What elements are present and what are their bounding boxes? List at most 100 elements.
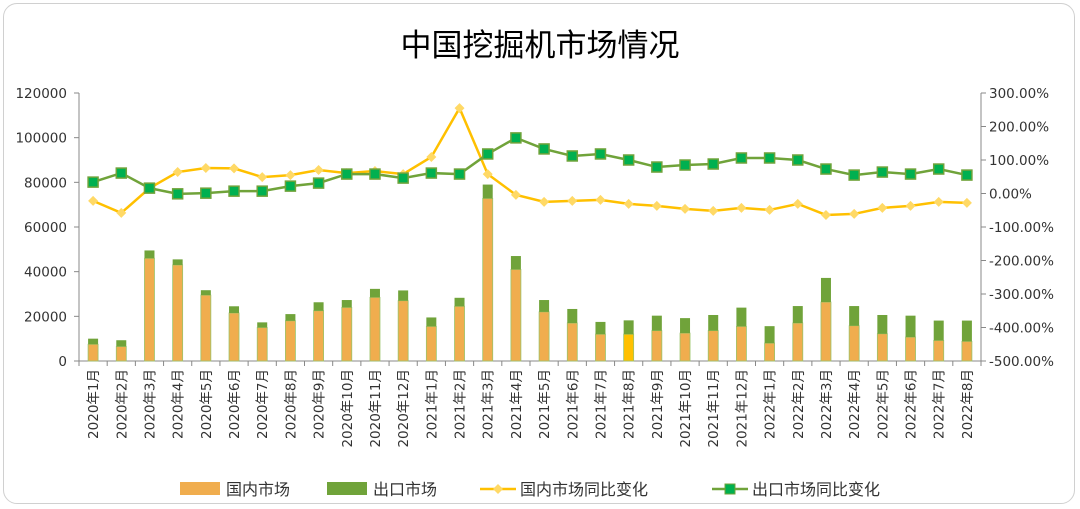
bar-export [623, 320, 634, 335]
x-tick-label: 2022年3月 [819, 369, 835, 439]
bar-domestic [595, 333, 606, 362]
bar-domestic [510, 269, 522, 362]
x-tick-label: 2020年3月 [142, 369, 158, 439]
bar-export [933, 320, 944, 341]
domestic-yoy-point [539, 196, 550, 207]
x-tick-label: 2021年8月 [622, 369, 638, 439]
domestic-yoy-point [680, 203, 691, 214]
x-tick-label: 2020年8月 [283, 369, 299, 439]
x-tick-label: 2020年2月 [114, 369, 130, 439]
right-tick-label: 200.00% [989, 120, 1049, 136]
domestic-yoy-point [651, 200, 662, 211]
domestic-yoy-point [172, 167, 183, 178]
export-yoy-point [115, 167, 128, 179]
domestic-yoy-point [257, 172, 268, 183]
bar-export [510, 256, 521, 270]
x-tick-label: 2020年11月 [368, 369, 384, 448]
x-tick-label: 2021年5月 [537, 369, 553, 439]
export-yoy-point [904, 168, 917, 180]
domestic-yoy-point [426, 151, 437, 162]
domestic-yoy-point [313, 165, 324, 176]
bar-export [651, 315, 662, 331]
bar-domestic [820, 301, 832, 362]
bar-export [849, 306, 860, 326]
left-tick-label: 120000 [15, 86, 67, 102]
bar-export [567, 308, 578, 324]
bar-domestic [566, 322, 578, 362]
left-tick-label: 40000 [24, 265, 67, 281]
x-tick-label: 2022年4月 [847, 369, 863, 439]
bar-domestic [454, 305, 465, 362]
left-tick-label: 20000 [24, 309, 67, 325]
domestic-yoy-point [88, 195, 99, 206]
export-yoy-point [200, 187, 212, 199]
x-tick-label: 2021年7月 [593, 369, 609, 439]
bar-export [736, 307, 747, 327]
export-yoy-point [228, 185, 240, 197]
legend-marker-diamond [493, 484, 503, 494]
bar-domestic [256, 327, 268, 362]
bar-export [877, 314, 888, 334]
right-tick-label: -400.00% [989, 321, 1054, 337]
x-tick-label: 2020年5月 [199, 369, 215, 439]
legend-label: 国内市场 [226, 480, 290, 499]
export-yoy-point [312, 177, 325, 189]
right-tick-label: -500.00% [989, 354, 1054, 370]
bar-domestic [285, 320, 296, 362]
bar-export [595, 321, 606, 335]
bar-domestic [87, 343, 99, 362]
right-tick-label: -200.00% [989, 254, 1054, 270]
bar-export [200, 290, 211, 296]
bar-domestic [848, 325, 860, 362]
domestic-yoy-point [849, 208, 860, 219]
export-yoy-point [256, 185, 268, 197]
domestic-yoy-point [510, 189, 521, 200]
legend-label: 出口市场同比变化 [752, 480, 880, 499]
domestic-yoy-point [736, 202, 747, 213]
bar-domestic [538, 311, 550, 362]
x-tick-label: 2022年7月 [932, 369, 948, 439]
bar-export [764, 326, 775, 344]
right-tick-label: 0.00% [989, 187, 1032, 203]
bar-export [708, 314, 719, 331]
x-tick-label: 2021年11月 [706, 369, 722, 448]
export-yoy-line [92, 136, 968, 196]
export-yoy-point [481, 148, 494, 160]
x-tick-label: 2020年1月 [86, 369, 102, 439]
export-yoy-point [341, 168, 353, 180]
bar-domestic [905, 336, 916, 362]
export-yoy-point [679, 159, 691, 171]
legend-swatch-0 [180, 482, 220, 495]
bar-export [172, 259, 183, 265]
x-tick-label: 2022年6月 [904, 369, 920, 439]
export-yoy-point [510, 132, 522, 144]
x-tick-label: 2020年7月 [255, 369, 271, 439]
export-yoy-point [848, 169, 860, 181]
export-yoy-point [651, 161, 663, 173]
chart-title: 中国挖掘机市场情况 [400, 28, 680, 64]
x-tick-label: 2021年9月 [650, 369, 666, 439]
bar-domestic [397, 300, 409, 362]
bar-export [116, 340, 127, 347]
right-tick-label: -300.00% [989, 287, 1054, 303]
bar-domestic [792, 322, 804, 362]
legend-label: 国内市场同比变化 [520, 480, 648, 499]
bar-domestic [228, 312, 240, 362]
bar-domestic [313, 310, 324, 362]
bar-domestic [764, 342, 775, 362]
bar-domestic [144, 257, 155, 362]
x-tick-label: 2021年12月 [734, 369, 750, 448]
export-yoy-point [961, 169, 973, 181]
bar-export [398, 290, 409, 301]
domestic-yoy-point [623, 198, 634, 209]
bar-export [680, 318, 691, 334]
bar-domestic [482, 198, 494, 362]
domestic-yoy-point [820, 209, 831, 220]
export-yoy-point [284, 180, 297, 192]
x-tick-label: 2020年4月 [171, 369, 187, 439]
domestic-yoy-point [708, 205, 719, 216]
bar-domestic [876, 333, 888, 362]
export-yoy-point [932, 163, 945, 175]
x-tick-label: 2022年1月 [763, 369, 779, 439]
